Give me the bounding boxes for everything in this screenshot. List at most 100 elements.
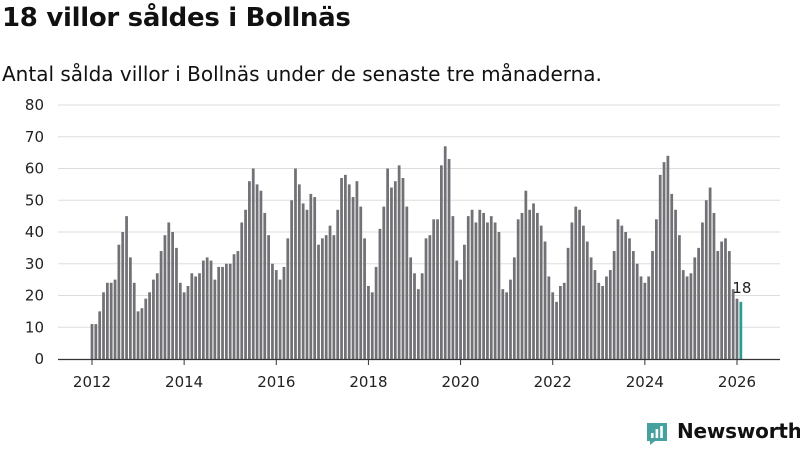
- bar: [305, 209, 309, 359]
- bar: [624, 232, 628, 359]
- bar: [397, 165, 401, 359]
- bar: [340, 178, 343, 359]
- y-tick-label: 60: [25, 160, 44, 178]
- bar: [390, 187, 393, 359]
- bar: [301, 203, 305, 359]
- bar: [689, 273, 693, 359]
- bar: [489, 216, 493, 360]
- bar: [654, 219, 658, 359]
- bar: [324, 235, 328, 359]
- bar: [666, 155, 670, 359]
- bar: [424, 238, 428, 359]
- bar: [470, 209, 474, 359]
- x-tick-label: 2012: [73, 373, 111, 391]
- bar: [344, 174, 347, 359]
- bar: [635, 263, 639, 359]
- bar: [493, 222, 497, 359]
- bar: [355, 181, 359, 359]
- bar: [401, 178, 405, 359]
- bar: [643, 282, 647, 359]
- bar: [482, 212, 485, 359]
- newsworthy-logo: Newsworthy: [645, 418, 800, 448]
- x-tick-label: 2014: [165, 373, 203, 391]
- y-tick-label: 20: [25, 287, 44, 305]
- x-tick-label: 2016: [257, 373, 295, 391]
- bar: [674, 209, 677, 359]
- bar: [605, 276, 608, 359]
- bar: [409, 257, 413, 359]
- bar: [535, 212, 539, 359]
- bar: [121, 232, 125, 359]
- bar: [436, 219, 439, 359]
- bar: [512, 257, 516, 359]
- bar: [631, 251, 635, 359]
- x-tick-label: 2018: [349, 373, 387, 391]
- bar: [155, 273, 159, 359]
- bar: [129, 257, 132, 359]
- bar: [582, 225, 585, 359]
- bar: [509, 279, 512, 360]
- bar: [639, 276, 643, 359]
- bar: [267, 235, 270, 359]
- bar: [374, 266, 378, 359]
- chart-title: 18 villor såldes i Bollnäs: [2, 3, 351, 33]
- bar: [670, 193, 674, 359]
- bar: [274, 270, 278, 359]
- bar: [144, 298, 148, 359]
- bar: [236, 251, 240, 359]
- bar: [271, 263, 274, 359]
- x-tick-label: 2020: [441, 373, 479, 391]
- bar: [593, 270, 597, 359]
- bar: [443, 146, 447, 359]
- bar: [359, 206, 363, 359]
- y-tick-label: 80: [25, 96, 44, 114]
- bar: [317, 244, 320, 359]
- bar: [539, 225, 543, 359]
- bar: [697, 247, 700, 360]
- bar: [405, 206, 409, 359]
- bar: [463, 244, 466, 359]
- bar: [543, 241, 547, 359]
- bar: [367, 285, 370, 359]
- bar: [685, 276, 689, 359]
- bar: [163, 235, 167, 359]
- bar: [574, 206, 578, 359]
- bar: [547, 276, 551, 359]
- bar: [597, 282, 601, 359]
- bar: [313, 197, 317, 359]
- bar: [386, 168, 389, 359]
- bar: [251, 168, 255, 359]
- bar: [562, 282, 566, 359]
- x-tick-label: 2022: [534, 373, 572, 391]
- bar: [217, 266, 221, 359]
- bar: [701, 222, 704, 359]
- bar: [328, 225, 332, 359]
- bar: [620, 225, 624, 359]
- bar: [681, 270, 685, 359]
- bar: [148, 292, 151, 359]
- bar: [167, 222, 171, 359]
- bar: [102, 292, 105, 359]
- bar: [201, 260, 205, 359]
- bar: [240, 222, 244, 359]
- bar: [524, 190, 528, 359]
- bar: [221, 266, 224, 359]
- bar: [309, 193, 313, 359]
- bar: [132, 282, 136, 359]
- bar: [224, 263, 228, 359]
- y-tick-label: 30: [25, 255, 44, 273]
- bar: [320, 238, 324, 359]
- bar: [248, 181, 251, 359]
- bar: [428, 235, 432, 359]
- bar: [290, 200, 294, 359]
- y-tick-label: 70: [25, 128, 44, 146]
- bar-highlight: [739, 301, 743, 359]
- bar: [455, 260, 459, 359]
- x-tick-label: 2026: [718, 373, 756, 391]
- bar: [255, 184, 259, 360]
- bar: [263, 212, 267, 359]
- bar: [459, 279, 462, 360]
- bar: [228, 263, 232, 359]
- bar: [466, 216, 470, 360]
- bar: [658, 174, 662, 359]
